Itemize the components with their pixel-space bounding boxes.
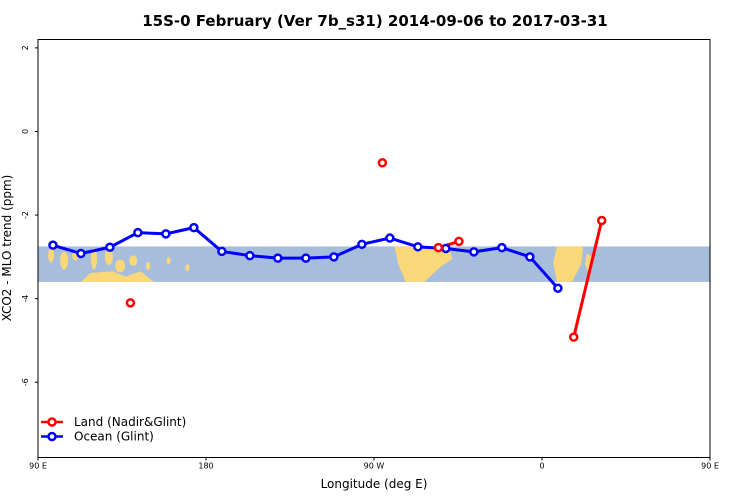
ocean-point xyxy=(217,246,227,257)
ocean-point xyxy=(413,242,423,252)
ocean-point xyxy=(441,243,451,254)
ocean-point xyxy=(301,253,311,263)
ocean-point xyxy=(245,250,255,261)
ocean-point xyxy=(105,242,115,252)
legend-ocean-marker xyxy=(47,431,57,442)
chart-title: 15S-0 February (Ver 7b_s31) 2014-09-06 t… xyxy=(142,12,608,30)
ocean-point xyxy=(329,252,339,262)
chart-title-text: 15S-0 February (Ver 7b_s31) 2014-09-06 t… xyxy=(142,12,608,30)
y-tick-label: -4 xyxy=(21,295,30,303)
land-point xyxy=(433,242,444,253)
land-island xyxy=(104,249,113,265)
land-point xyxy=(568,332,579,342)
ocean-point xyxy=(189,222,199,233)
x-tick-label: 90 W xyxy=(364,462,385,471)
ocean-point xyxy=(385,233,395,243)
series-layer xyxy=(48,158,607,342)
legend-land-label: Land (Nadir&Glint) xyxy=(74,415,186,429)
ocean-point xyxy=(497,242,507,253)
land-island xyxy=(185,264,190,272)
ocean-point xyxy=(133,227,143,238)
land-island xyxy=(48,248,55,263)
legend-land-marker xyxy=(47,417,57,427)
legend-ocean-label: Ocean (Glint) xyxy=(74,430,154,444)
y-tick-label: 2 xyxy=(21,45,30,50)
legend: Land (Nadir&Glint) Ocean (Glint) xyxy=(41,415,186,444)
ocean-point xyxy=(273,253,283,263)
land-point xyxy=(125,298,136,308)
y-axis: 2 0 -2 -4 -6 xyxy=(21,45,38,386)
land-point xyxy=(377,158,388,168)
y-tick-label: -6 xyxy=(21,378,30,386)
land-island xyxy=(129,255,138,266)
land-island xyxy=(146,261,151,271)
ocean-point xyxy=(48,240,58,250)
ocean-point xyxy=(357,239,367,250)
y-axis-label: XCO2 - MLO trend (ppm) xyxy=(0,175,14,322)
land-island xyxy=(91,248,97,270)
ocean-point xyxy=(469,247,479,257)
x-tick-label: 90 E xyxy=(701,462,719,471)
ocean-point xyxy=(161,229,171,239)
land-australia xyxy=(80,271,154,282)
ocean-point xyxy=(76,248,86,259)
ocean-point xyxy=(525,252,535,262)
land-island xyxy=(60,251,69,270)
ocean-point xyxy=(553,283,563,293)
land-south-america xyxy=(394,246,453,282)
x-tick-label: 180 xyxy=(198,462,213,471)
x-axis-label: Longitude (deg E) xyxy=(321,477,428,491)
y-tick-label: 0 xyxy=(21,129,30,134)
land-island xyxy=(115,259,126,273)
land-point xyxy=(454,236,464,247)
latitude-band xyxy=(38,246,710,282)
land-series-line xyxy=(572,220,604,338)
x-tick-label: 0 xyxy=(539,462,544,471)
x-tick-label: 90 E xyxy=(29,462,47,471)
land-africa xyxy=(553,246,584,282)
y-tick-label: -2 xyxy=(21,211,30,219)
x-axis: 90 E 180 90 W 0 90 E xyxy=(29,457,719,471)
land-madagascar xyxy=(584,253,593,274)
land-island xyxy=(166,257,171,265)
land-point xyxy=(596,215,607,226)
ocean-band xyxy=(38,246,710,282)
